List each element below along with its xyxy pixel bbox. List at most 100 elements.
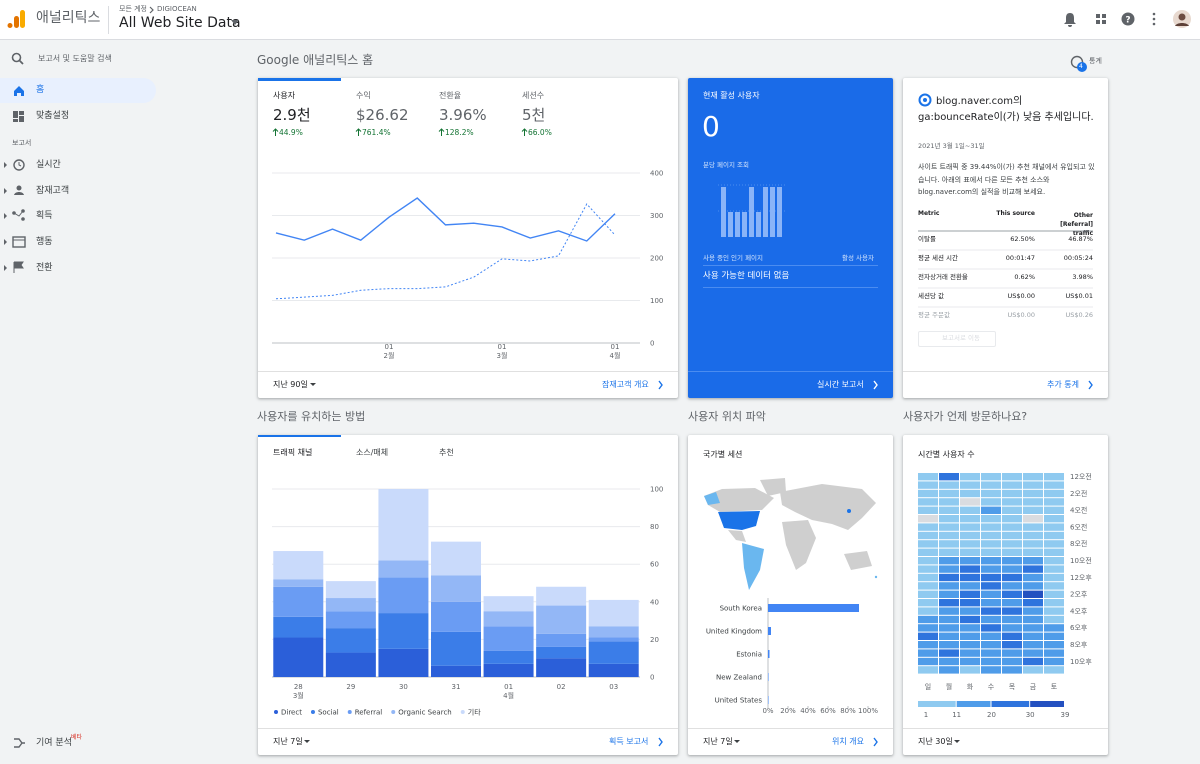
insights-label[interactable]: 통계 bbox=[1089, 57, 1102, 65]
report-link[interactable]: 위치 개요 bbox=[832, 737, 864, 746]
table-cell: US$0.01 bbox=[1065, 292, 1094, 300]
realtime-title: 현재 활성 사용자 bbox=[703, 91, 760, 100]
svg-text:?: ? bbox=[1125, 16, 1130, 26]
tab-value: 3.96% bbox=[439, 106, 487, 124]
insights-count: 4 bbox=[1079, 63, 1083, 70]
chevron bbox=[149, 6, 154, 14]
table-cell: 이탈률 bbox=[918, 235, 936, 243]
table-cell: 00:01:47 bbox=[1005, 254, 1035, 262]
page-title: Google 애널리틱스 홈 bbox=[257, 53, 374, 67]
divider bbox=[258, 371, 678, 372]
button-label[interactable]: 보고서로 이동 bbox=[942, 334, 980, 342]
attribution-icon bbox=[14, 738, 25, 748]
table-cell: 0.62% bbox=[1014, 273, 1035, 281]
property[interactable]: DIGIOCEAN bbox=[157, 5, 197, 13]
table-cell: US$0.00 bbox=[1007, 311, 1036, 319]
divider bbox=[703, 265, 878, 266]
tab-label[interactable]: 사용자 bbox=[273, 91, 296, 100]
empty-state: 사용 가능한 데이터 없음 bbox=[703, 271, 790, 281]
tab-label[interactable]: 세션수 bbox=[522, 91, 545, 100]
column-label: 활성 사용자 bbox=[842, 254, 874, 262]
section-title: 사용자가 언제 방문하나요? bbox=[903, 410, 1028, 423]
tab-value: 5천 bbox=[522, 106, 546, 124]
tab-value: $26.62 bbox=[356, 106, 409, 124]
nav-item[interactable]: 기여 분석 bbox=[36, 738, 72, 748]
insight-date: 2021년 3월 1일~31일 bbox=[918, 142, 985, 150]
dropdown-icon bbox=[231, 20, 239, 25]
report-link[interactable]: 실시간 보고서 bbox=[817, 380, 864, 389]
report-link[interactable]: 추가 통계 bbox=[1047, 380, 1079, 389]
date-range[interactable]: 지난 30일 bbox=[918, 737, 953, 746]
tab-change: 44.9% bbox=[279, 128, 303, 137]
divider bbox=[903, 371, 1108, 372]
top-bar bbox=[0, 0, 1200, 40]
table-cell: 세션당 값 bbox=[918, 292, 944, 300]
tab[interactable]: 소스/매체 bbox=[356, 448, 389, 457]
report-icons bbox=[4, 159, 26, 273]
top-pages-label: 사용 중인 인기 페이지 bbox=[703, 254, 764, 262]
divider bbox=[688, 371, 893, 372]
insight-title: blog.naver.com의 ga:bounceRate이(가) 낮음 추세입… bbox=[918, 96, 1094, 123]
nav-item[interactable]: 획득 bbox=[36, 211, 53, 221]
realtime-card bbox=[688, 78, 893, 398]
tab-change: 66.0% bbox=[528, 128, 552, 137]
overview-card bbox=[258, 78, 678, 398]
nav-item[interactable]: 행동 bbox=[36, 237, 53, 247]
report-link[interactable]: 획득 보고서 bbox=[609, 737, 649, 746]
divider bbox=[903, 728, 1108, 729]
table-cell: 전자상거래 전환율 bbox=[918, 273, 968, 281]
acquisition-card bbox=[258, 435, 678, 755]
insight-card bbox=[903, 78, 1108, 398]
active-users: 0 bbox=[702, 110, 720, 143]
date-range[interactable]: 지난 7일 bbox=[703, 737, 733, 746]
account[interactable]: 모든 계정 bbox=[119, 5, 147, 13]
tab-indicator bbox=[258, 78, 341, 81]
app-name: 애널리틱스 bbox=[36, 10, 101, 26]
tab-label[interactable]: 전환율 bbox=[439, 91, 462, 100]
divider bbox=[258, 728, 678, 729]
nav-item[interactable]: 홈 bbox=[36, 85, 45, 95]
button[interactable] bbox=[918, 331, 996, 347]
date-range[interactable]: 지난 90일 bbox=[273, 380, 308, 389]
table-cell: 평균 세션 시간 bbox=[918, 254, 959, 262]
tab-label[interactable]: 수익 bbox=[356, 91, 371, 100]
date-range[interactable]: 지난 7일 bbox=[273, 737, 303, 746]
custom-icon bbox=[13, 111, 24, 122]
view-selector[interactable]: All Web Site Data bbox=[119, 15, 241, 31]
table-cell: 62.50% bbox=[1010, 235, 1035, 243]
card-title: 국가별 세션 bbox=[703, 450, 743, 459]
divider bbox=[703, 287, 878, 288]
report-link[interactable]: 잠재고객 개요 bbox=[602, 380, 649, 389]
nav-item[interactable]: 실시간 bbox=[36, 160, 61, 170]
search-box[interactable]: 보고서 및 도움말 검색 bbox=[38, 54, 112, 63]
tab-indicator bbox=[258, 435, 341, 437]
search-icon bbox=[11, 52, 24, 65]
table-cell: 3.98% bbox=[1072, 273, 1093, 281]
badge: 베타 bbox=[71, 734, 83, 741]
insight-body: 사이트 트래픽 중 39.44%이(가) 추천 채널에서 유입되고 있습니다. … bbox=[918, 163, 1095, 196]
table-header: Other [Referral] traffic bbox=[1060, 212, 1093, 237]
nav-selected bbox=[0, 78, 156, 103]
table-cell: US$0.26 bbox=[1065, 311, 1094, 319]
table-cell: US$0.00 bbox=[1007, 292, 1036, 300]
nav-item[interactable]: 잠재고객 bbox=[36, 186, 70, 196]
insight-icon bbox=[918, 93, 932, 107]
nav-item[interactable]: 맞춤설정 bbox=[36, 111, 70, 121]
logo bbox=[7, 10, 25, 28]
section-title: 사용자 위치 파악 bbox=[688, 410, 766, 423]
divider bbox=[108, 6, 109, 34]
insights-icon[interactable] bbox=[1070, 55, 1088, 73]
tab[interactable]: 추천 bbox=[439, 448, 454, 457]
table-header: This source bbox=[996, 210, 1035, 217]
card-title: 시간별 사용자 수 bbox=[918, 450, 975, 459]
pageviews-label: 분당 페이지 조회 bbox=[703, 161, 749, 169]
tab-change: 128.2% bbox=[445, 128, 474, 137]
section-title: 사용자를 유치하는 방법 bbox=[257, 410, 366, 423]
nav-item[interactable]: 전환 bbox=[36, 263, 53, 273]
location-card bbox=[688, 435, 893, 755]
header-icons[interactable]: ? bbox=[1062, 10, 1192, 30]
hourly-card bbox=[903, 435, 1108, 755]
tab[interactable]: 트래픽 채널 bbox=[273, 448, 313, 457]
